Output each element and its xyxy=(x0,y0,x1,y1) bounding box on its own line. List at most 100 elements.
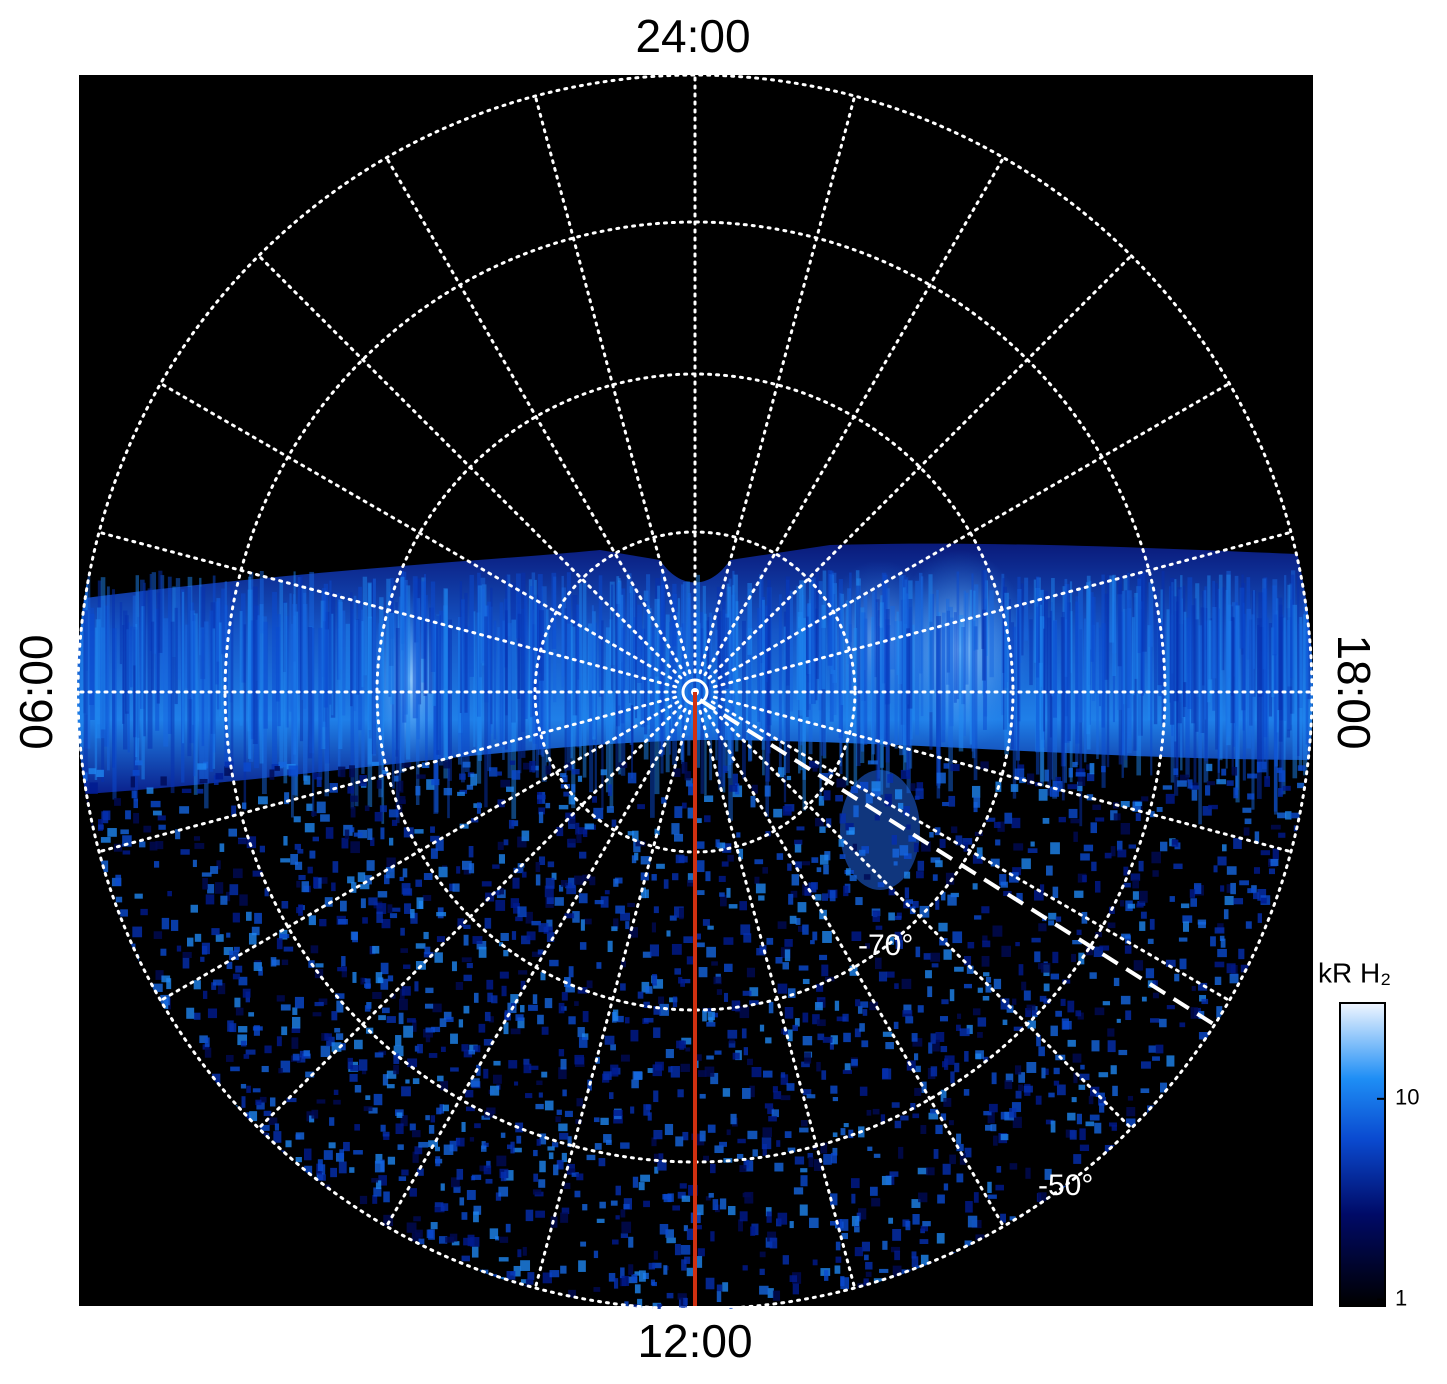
noise xyxy=(1214,976,1222,986)
noise xyxy=(1079,1128,1086,1141)
noise xyxy=(1107,1028,1115,1037)
noise xyxy=(1278,832,1286,838)
noise xyxy=(500,1132,506,1138)
noise xyxy=(672,1205,681,1211)
time-label: 18:00 xyxy=(1328,634,1380,749)
aurora-streak xyxy=(958,614,964,752)
noise xyxy=(304,823,315,833)
noise xyxy=(1245,921,1252,929)
noise xyxy=(380,962,389,975)
noise xyxy=(1004,1111,1014,1121)
noise xyxy=(1233,787,1239,799)
noise xyxy=(114,798,121,806)
noise xyxy=(901,978,912,990)
noise xyxy=(316,1099,326,1104)
noise xyxy=(895,940,903,949)
aurora-streak xyxy=(1039,616,1045,782)
noise xyxy=(948,1120,954,1126)
noise xyxy=(270,957,277,967)
noise xyxy=(407,1058,418,1068)
aurora-streak xyxy=(875,599,880,799)
noise xyxy=(641,981,650,993)
noise xyxy=(959,1028,970,1037)
noise xyxy=(681,978,691,984)
noise xyxy=(1046,865,1053,876)
noise xyxy=(449,1140,458,1152)
noise xyxy=(466,962,473,969)
noise xyxy=(80,772,88,782)
aurora-streak xyxy=(507,623,512,779)
noise xyxy=(720,894,727,907)
noise xyxy=(912,1038,923,1047)
noise xyxy=(859,849,866,856)
noise xyxy=(762,1070,773,1078)
noise xyxy=(751,784,758,794)
noise xyxy=(388,1306,398,1310)
noise xyxy=(495,899,506,911)
noise xyxy=(397,1144,404,1150)
noise xyxy=(291,1027,301,1034)
noise xyxy=(954,1062,960,1073)
noise xyxy=(1206,763,1213,772)
noise xyxy=(311,1109,319,1119)
noise xyxy=(316,801,326,814)
noise xyxy=(593,1117,600,1123)
noise xyxy=(202,1044,210,1050)
noise xyxy=(417,1043,423,1054)
noise xyxy=(386,1070,397,1079)
aurora-streak xyxy=(862,618,868,745)
noise xyxy=(1026,1004,1036,1011)
noise xyxy=(476,1064,481,1076)
noise xyxy=(1086,794,1094,801)
noise xyxy=(188,1304,194,1310)
noise xyxy=(1072,939,1082,945)
noise xyxy=(637,804,645,810)
noise xyxy=(819,954,828,961)
noise xyxy=(762,1127,772,1137)
noise xyxy=(1045,1119,1054,1125)
noise xyxy=(1233,838,1242,849)
noise xyxy=(647,1112,652,1121)
noise xyxy=(797,902,807,913)
noise xyxy=(613,1115,623,1124)
noise xyxy=(895,789,903,800)
noise xyxy=(777,767,785,778)
aurora-streak xyxy=(1166,609,1170,711)
noise xyxy=(1004,812,1013,824)
noise xyxy=(560,1058,567,1070)
aurora-streak xyxy=(151,572,157,654)
noise xyxy=(1078,1084,1086,1090)
aurora-streak xyxy=(1203,590,1207,720)
noise xyxy=(1216,779,1227,785)
aurora-streak xyxy=(676,611,679,691)
noise xyxy=(932,1039,940,1052)
aurora-streak xyxy=(1297,575,1300,757)
noise xyxy=(697,890,705,896)
noise xyxy=(930,857,941,863)
noise xyxy=(414,829,424,834)
noise xyxy=(649,944,660,957)
noise xyxy=(643,1200,651,1208)
noise xyxy=(719,1141,727,1147)
noise xyxy=(347,1057,353,1070)
noise xyxy=(1085,946,1093,956)
noise xyxy=(1297,765,1306,771)
noise xyxy=(372,1194,378,1204)
noise xyxy=(699,1093,706,1099)
noise xyxy=(956,1173,964,1183)
noise xyxy=(889,936,895,945)
noise xyxy=(1210,1306,1216,1310)
aurora-streak xyxy=(1239,587,1245,649)
noise xyxy=(963,842,969,852)
noise xyxy=(150,800,161,808)
noise xyxy=(1006,1005,1014,1013)
noise xyxy=(292,1007,298,1015)
noise xyxy=(503,950,509,957)
noise xyxy=(139,841,146,848)
noise xyxy=(1038,1046,1045,1057)
noise xyxy=(940,1045,948,1053)
noise xyxy=(538,856,546,866)
aurora-streak xyxy=(135,575,140,763)
noise xyxy=(975,1234,985,1241)
noise xyxy=(286,1097,297,1103)
